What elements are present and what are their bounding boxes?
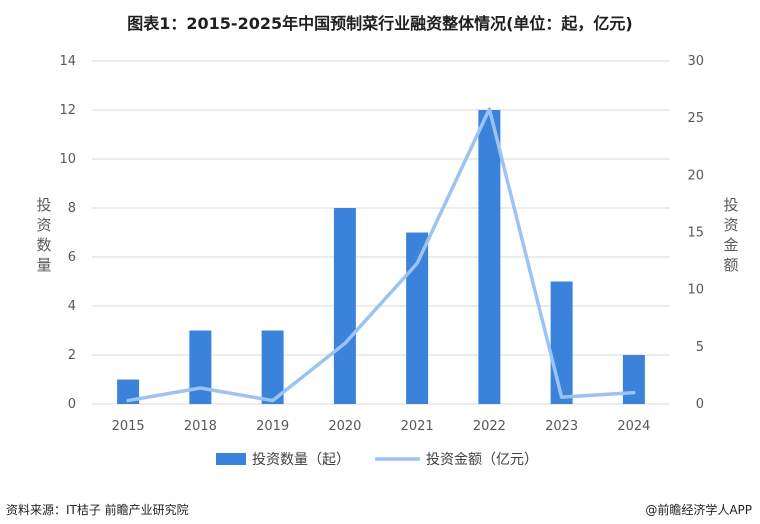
- x-tick-label: 2023: [545, 419, 578, 434]
- y-left-tick-label: 0: [68, 397, 76, 412]
- x-axis-ticks: 2015 2018 2019 2020 2021 2022 2023 2024: [112, 419, 651, 434]
- brand-watermark: @前瞻经济学人APP: [645, 503, 752, 517]
- bar-2021: [406, 232, 429, 404]
- x-tick-label: 2022: [473, 419, 506, 434]
- y-right-tick-label: 20: [687, 168, 704, 183]
- legend: 投资数量（起） 投资金额（亿元）: [216, 452, 538, 468]
- y-left-tick-label: 14: [59, 54, 76, 69]
- line-series: [126, 107, 636, 403]
- y-left-tick-label: 8: [68, 201, 76, 216]
- y-right-tick-label: 15: [687, 226, 704, 241]
- legend-bar-label: 投资数量（起）: [252, 452, 350, 468]
- grid-lines: [92, 60, 670, 405]
- legend-line-label: 投资金额（亿元）: [426, 452, 538, 468]
- y-right-tick-label: 0: [696, 397, 704, 412]
- x-tick-label: 2020: [328, 419, 361, 434]
- y-axis-labels: 投资数量 投资金额: [36, 196, 738, 274]
- y-left-tick-label: 10: [59, 152, 76, 167]
- bar-2024: [622, 355, 645, 404]
- y-left-label: 投资数量: [36, 196, 51, 274]
- x-tick-label: 2024: [617, 419, 650, 434]
- amount-line: [126, 107, 636, 403]
- bar-2019: [261, 330, 284, 404]
- y-axis-right-ticks: 0 5 10 15 20 25 30: [687, 54, 704, 412]
- x-tick-label: 2021: [401, 419, 434, 434]
- y-right-tick-label: 5: [696, 340, 704, 355]
- legend-bar-swatch: [216, 453, 246, 465]
- y-right-tick-label: 25: [687, 111, 704, 126]
- bar-2022: [478, 110, 501, 404]
- source-note: 资料来源：IT桔子 前瞻产业研究院: [6, 503, 189, 517]
- x-tick-label: 2019: [256, 419, 289, 434]
- y-right-tick-label: 10: [687, 283, 704, 298]
- x-tick-label: 2018: [184, 419, 217, 434]
- y-left-tick-label: 4: [68, 299, 76, 314]
- y-right-label: 投资金额: [723, 196, 738, 274]
- y-left-tick-label: 6: [68, 250, 76, 265]
- bar-2020: [333, 208, 356, 404]
- y-right-tick-label: 30: [687, 54, 704, 69]
- bar-2018: [189, 330, 212, 404]
- chart-title: 图表1：2015-2025年中国预制菜行业融资整体情况(单位：起，亿元): [127, 14, 633, 33]
- x-tick-label: 2015: [112, 419, 145, 434]
- bar-2023: [550, 281, 573, 404]
- y-left-tick-label: 12: [59, 103, 76, 118]
- y-left-tick-label: 2: [68, 348, 76, 363]
- y-axis-left-ticks: 0 2 4 6 8 10 12 14: [59, 54, 76, 412]
